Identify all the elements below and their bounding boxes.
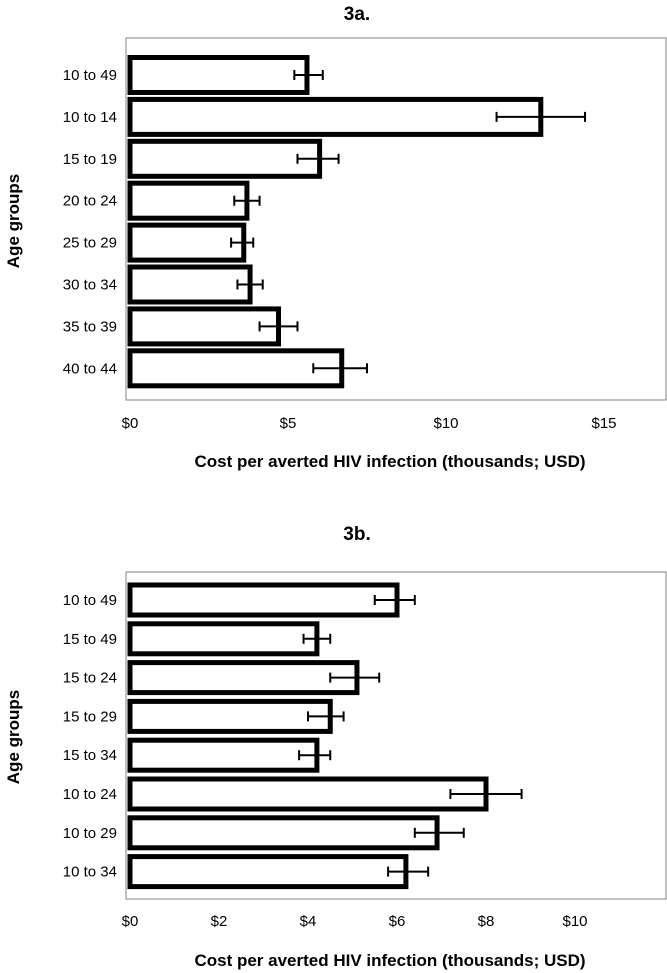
y-tick-label: 10 to 29 [63,825,117,842]
plot-area-3b [125,571,667,900]
bar [127,815,440,851]
chart-3b: 3b. 10 to 49 15 to 49 15 to 24 15 to 29 15 t… [4,524,667,970]
error-bar [298,750,332,761]
y-tick-label: 10 to 34 [63,864,117,881]
y-tick-label: 15 to 49 [63,631,117,648]
y-tick-label: 10 to 49 [63,67,117,84]
y-tick-label: 35 to 39 [63,318,117,335]
x-axis-label-3a: Cost per averted HIV infection (thousand… [194,452,585,471]
bar [127,776,489,812]
y-axis-label-3b: Age groups [4,690,23,784]
y-tick-label: 15 to 29 [63,708,117,725]
bar [127,582,400,618]
y-tick-label: 40 to 44 [63,360,117,377]
chart-3a: 3a. 10 to 49 10 to 14 15 to 19 20 to 24 25 t… [4,4,667,471]
bar [127,621,320,657]
x-tick-label: $10 [562,913,587,930]
y-ticks-3b: 10 to 49 15 to 49 15 to 24 15 to 29 15 to 34… [63,592,117,881]
x-tick-label: $8 [478,913,495,930]
bar [127,348,345,389]
bar [127,854,409,890]
bar [127,180,250,221]
error-bar [230,237,255,248]
plot-area-3a [125,37,667,401]
bar [127,737,320,773]
error-bar [258,321,299,332]
error-bar [236,279,264,290]
bar [127,96,544,137]
error-bar [296,153,340,164]
y-tick-label: 25 to 29 [63,235,117,252]
error-bar [302,633,332,644]
y-axis-label-3a: Age groups [4,174,23,268]
x-tick-label: $15 [591,415,616,432]
bars-3a [127,55,587,389]
y-tick-label: 30 to 34 [63,277,117,294]
bar [127,222,247,263]
x-ticks-3a: $0 $5 $10 $15 [122,415,617,432]
x-tick-label: $0 [122,415,139,432]
error-bar [387,866,430,877]
y-ticks-3a: 10 to 49 10 to 14 15 to 19 20 to 24 25 to 29… [63,67,117,377]
error-bar [233,195,261,206]
bar [127,306,282,347]
error-bar [329,672,381,683]
x-tick-label: $2 [211,913,228,930]
error-bar [373,595,416,605]
bar [127,138,323,179]
bars-3b [127,582,523,890]
x-axis-label-3b: Cost per averted HIV infection (thousand… [194,951,585,970]
bar [127,264,253,305]
y-tick-label: 15 to 24 [63,670,117,687]
y-tick-label: 10 to 24 [63,786,117,803]
x-ticks-3b: $0 $2 $4 $6 $8 $10 [122,913,588,930]
x-tick-label: $4 [300,913,317,930]
error-bar [449,789,523,799]
y-tick-label: 20 to 24 [63,193,117,210]
error-bar [495,111,587,122]
chart-title-3a: 3a. [344,4,370,25]
bar [127,660,360,696]
y-tick-label: 10 to 14 [63,109,117,126]
x-tick-label: $5 [280,415,297,432]
y-tick-label: 10 to 49 [63,592,117,609]
y-tick-label: 15 to 34 [63,747,117,764]
error-bar [312,363,368,374]
error-bar [293,70,324,80]
bar [127,55,310,95]
bar [127,698,333,734]
y-tick-label: 15 to 19 [63,151,117,168]
chart-title-3b: 3b. [343,524,370,545]
error-bar [413,827,465,838]
x-tick-label: $10 [433,415,458,432]
x-tick-label: $0 [122,913,139,930]
x-tick-label: $6 [389,913,406,930]
error-bar [307,711,345,722]
